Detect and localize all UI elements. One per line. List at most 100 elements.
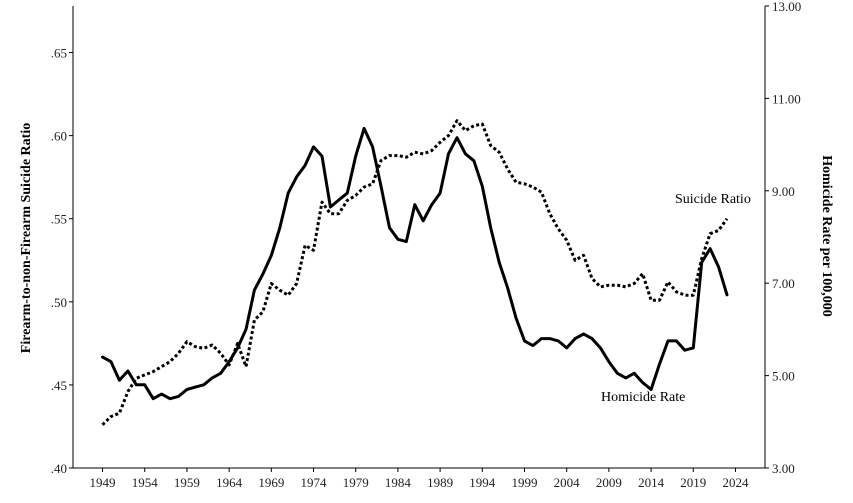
homicide-rate-point xyxy=(160,393,162,395)
homicide-rate-points xyxy=(101,127,728,400)
suicide-ratio-point xyxy=(549,213,551,215)
suicide-ratio-point xyxy=(177,352,179,354)
suicide-ratio-point xyxy=(515,181,517,183)
homicide-rate-annotation: Homicide Rate xyxy=(601,390,685,405)
homicide-rate-point xyxy=(304,164,306,166)
suicide-ratio-point xyxy=(414,151,416,153)
homicide-rate-point xyxy=(414,203,416,205)
homicide-rate-point xyxy=(473,160,475,162)
x-tick-label: 1969 xyxy=(258,475,284,490)
suicide-ratio-point xyxy=(329,213,331,215)
homicide-rate-point xyxy=(717,266,719,268)
y2-axis-title: Homicide Rate per 100,000 xyxy=(819,155,834,317)
y-tick-label: .40 xyxy=(51,461,67,476)
y-tick-label: .50 xyxy=(51,295,67,310)
suicide-ratio-point xyxy=(675,291,677,293)
suicide-ratio-point xyxy=(523,183,525,185)
suicide-ratio-point xyxy=(405,156,407,158)
homicide-rate-point xyxy=(422,220,424,222)
suicide-ratio-points xyxy=(101,119,728,426)
homicide-rate-point xyxy=(346,192,348,194)
homicide-rate-point xyxy=(371,146,373,148)
suicide-ratio-point xyxy=(203,347,205,349)
suicide-ratio-point xyxy=(565,239,567,241)
homicide-rate-point xyxy=(245,328,247,330)
homicide-rate-point xyxy=(557,340,559,342)
x-tick-label: 1959 xyxy=(174,475,200,490)
homicide-rate-point xyxy=(211,377,213,379)
homicide-rate-point xyxy=(338,199,340,201)
suicide-ratio-point xyxy=(101,424,103,426)
homicide-rate-point xyxy=(152,398,154,400)
homicide-rate-point xyxy=(380,185,382,187)
homicide-rate-point xyxy=(599,347,601,349)
y-tick-label: .55 xyxy=(51,212,67,227)
suicide-ratio-point xyxy=(498,151,500,153)
suicide-ratio-point xyxy=(253,319,255,321)
suicide-ratio-point xyxy=(160,365,162,367)
homicide-rate-point xyxy=(532,344,534,346)
x-tick-label: 1999 xyxy=(511,475,537,490)
homicide-rate-point xyxy=(608,361,610,363)
x-tick-label: 1989 xyxy=(427,475,453,490)
homicide-rate-point xyxy=(329,206,331,208)
suicide-ratio-point xyxy=(540,191,542,193)
suicide-ratio-point xyxy=(506,168,508,170)
x-tick-label: 2024 xyxy=(722,475,749,490)
suicide-ratio-point xyxy=(127,390,129,392)
suicide-ratio-point xyxy=(430,149,432,151)
suicide-ratio-point xyxy=(658,299,660,301)
homicide-rate-point xyxy=(439,192,441,194)
homicide-rate-point xyxy=(295,176,297,178)
homicide-rate-point xyxy=(118,379,120,381)
suicide-ratio-point xyxy=(371,183,373,185)
homicide-rate-point xyxy=(219,372,221,374)
suicide-ratio-point xyxy=(211,344,213,346)
suicide-ratio-point xyxy=(312,249,314,251)
suicide-ratio-point xyxy=(338,213,340,215)
x-tick-label: 1974 xyxy=(301,475,328,490)
homicide-rate-point xyxy=(498,261,500,263)
homicide-rate-point xyxy=(262,273,264,275)
suicide-ratio-point xyxy=(422,153,424,155)
suicide-ratio-point xyxy=(169,360,171,362)
suicide-ratio-point xyxy=(591,277,593,279)
homicide-rate-line xyxy=(101,126,729,401)
homicide-rate-point xyxy=(321,155,323,157)
suicide-ratio-point xyxy=(304,244,306,246)
x-tick-label: 2019 xyxy=(680,475,706,490)
suicide-ratio-point xyxy=(692,294,694,296)
suicide-ratio-point xyxy=(456,119,458,121)
homicide-rate-point xyxy=(684,349,686,351)
x-tick-label: 1984 xyxy=(385,475,412,490)
suicide-ratio-point xyxy=(641,272,643,274)
suicide-ratio-line xyxy=(101,119,729,426)
suicide-ratio-point xyxy=(135,377,137,379)
homicide-rate-point xyxy=(591,337,593,339)
suicide-ratio-point xyxy=(582,254,584,256)
y-tick-label: .65 xyxy=(51,46,67,61)
y2-tick-label: 5.00 xyxy=(772,369,795,384)
x-tick-label: 1954 xyxy=(132,475,159,490)
suicide-ratio-point xyxy=(388,154,390,156)
suicide-ratio-point xyxy=(397,154,399,156)
suicide-ratio-point xyxy=(633,282,635,284)
suicide-ratio-point xyxy=(186,340,188,342)
homicide-rate-point xyxy=(523,340,525,342)
homicide-rate-point xyxy=(658,363,660,365)
homicide-rate-point xyxy=(405,240,407,242)
homicide-rate-point xyxy=(177,395,179,397)
x-tick-label: 1949 xyxy=(90,475,116,490)
homicide-rate-point xyxy=(490,227,492,229)
homicide-rate-point xyxy=(144,384,146,386)
suicide-ratio-point xyxy=(625,286,627,288)
homicide-rate-point xyxy=(709,247,711,249)
homicide-rate-point xyxy=(641,381,643,383)
suicide-ratio-point xyxy=(490,144,492,146)
suicide-ratio-point xyxy=(194,345,196,347)
y2-tick-label: 11.00 xyxy=(772,91,801,106)
suicide-ratio-point xyxy=(152,370,154,372)
suicide-ratio-point xyxy=(380,159,382,161)
suicide-ratio-point xyxy=(667,281,669,283)
